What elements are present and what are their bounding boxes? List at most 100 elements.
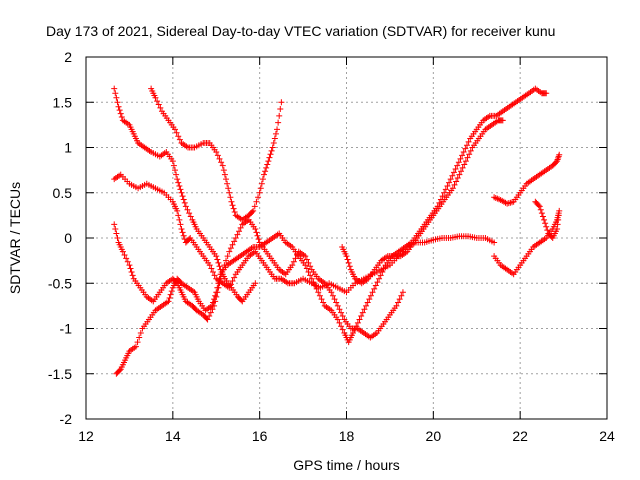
data-point (276, 112, 283, 119)
x-tick-label: 24 (599, 428, 615, 444)
data-point (544, 227, 551, 234)
data-point (542, 220, 549, 227)
data-point (290, 258, 297, 265)
data-point (216, 263, 223, 270)
series-track-h (491, 198, 563, 278)
x-tick-label: 14 (165, 428, 181, 444)
data-point (237, 224, 244, 231)
data-point (329, 292, 336, 299)
data-point (372, 282, 379, 289)
data-point (208, 265, 215, 272)
data-point (209, 268, 216, 275)
data-point (271, 135, 278, 142)
data-point (177, 186, 184, 193)
data-point (363, 302, 370, 309)
data-point (262, 168, 269, 175)
series-track-c (111, 171, 498, 296)
data-point (173, 129, 180, 136)
data-point (211, 296, 218, 303)
data-point (307, 272, 314, 279)
data-point (451, 181, 458, 188)
data-point (174, 207, 181, 214)
data-point (313, 285, 320, 292)
data-point (396, 296, 403, 303)
data-point (444, 182, 451, 189)
data-point (173, 171, 180, 178)
data-point (169, 158, 176, 165)
data-point (318, 296, 325, 303)
data-point (112, 225, 119, 232)
data-point (556, 151, 563, 158)
data-point (253, 198, 260, 205)
data-point (227, 194, 234, 201)
data-point (256, 189, 263, 196)
y-tick-label: 1.5 (53, 94, 73, 110)
data-point (137, 330, 144, 337)
data-point (555, 216, 562, 223)
data-point (449, 172, 456, 179)
data-point (121, 251, 128, 258)
data-point (377, 272, 384, 279)
data-point (111, 85, 118, 92)
data-point (316, 292, 323, 299)
data-point (265, 158, 272, 165)
data-point (186, 210, 193, 217)
data-point (312, 282, 319, 289)
data-point (533, 199, 540, 206)
data-point (253, 229, 260, 236)
data-point (230, 205, 237, 212)
data-point (334, 316, 341, 323)
data-point (214, 256, 221, 263)
data-point (223, 176, 230, 183)
series-track-d (111, 216, 406, 341)
data-point (166, 294, 173, 301)
data-point (338, 309, 345, 316)
data-point (338, 323, 345, 330)
data-point (446, 179, 453, 186)
data-point (308, 275, 315, 282)
data-point (114, 235, 121, 241)
data-point (208, 302, 215, 309)
data-point (182, 203, 189, 210)
data-point (118, 113, 125, 120)
data-point (168, 288, 175, 295)
data-point (555, 212, 562, 219)
data-point (132, 343, 139, 350)
data-point (224, 180, 231, 187)
y-tick-label: -0.5 (48, 275, 72, 291)
data-point (462, 158, 469, 165)
data-point (466, 151, 473, 158)
data-point (543, 223, 550, 230)
data-point (315, 289, 322, 296)
data-point (213, 253, 220, 260)
data-point (303, 265, 310, 272)
data-point (267, 151, 274, 158)
y-axis-label: SDTVAR / TECUs (7, 182, 23, 294)
data-point (180, 196, 187, 203)
data-point (176, 136, 183, 143)
data-point (251, 203, 258, 210)
data-point (238, 297, 245, 304)
data-point (336, 306, 343, 313)
data-point (252, 280, 259, 287)
data-point (115, 103, 122, 110)
data-point (174, 176, 181, 183)
axis-ticks: 12 14 16 18 20 22 24 -2 -1.5 -1 -0.5 0 0.5 1 1.5 2 (48, 49, 615, 444)
data-point (175, 133, 182, 140)
data-point (136, 334, 143, 341)
data-point (229, 202, 236, 209)
data-point (345, 259, 352, 266)
data-point (305, 268, 312, 275)
data-point (538, 210, 545, 217)
data-point (274, 126, 281, 133)
data-point (184, 206, 191, 213)
data-point (393, 302, 400, 309)
data-point (259, 176, 266, 183)
data-point (454, 162, 461, 169)
data-point (356, 316, 363, 323)
data-point (351, 326, 358, 333)
data-point (366, 296, 373, 303)
data-point (114, 99, 121, 106)
data-point (117, 110, 124, 117)
data-point (214, 152, 221, 159)
